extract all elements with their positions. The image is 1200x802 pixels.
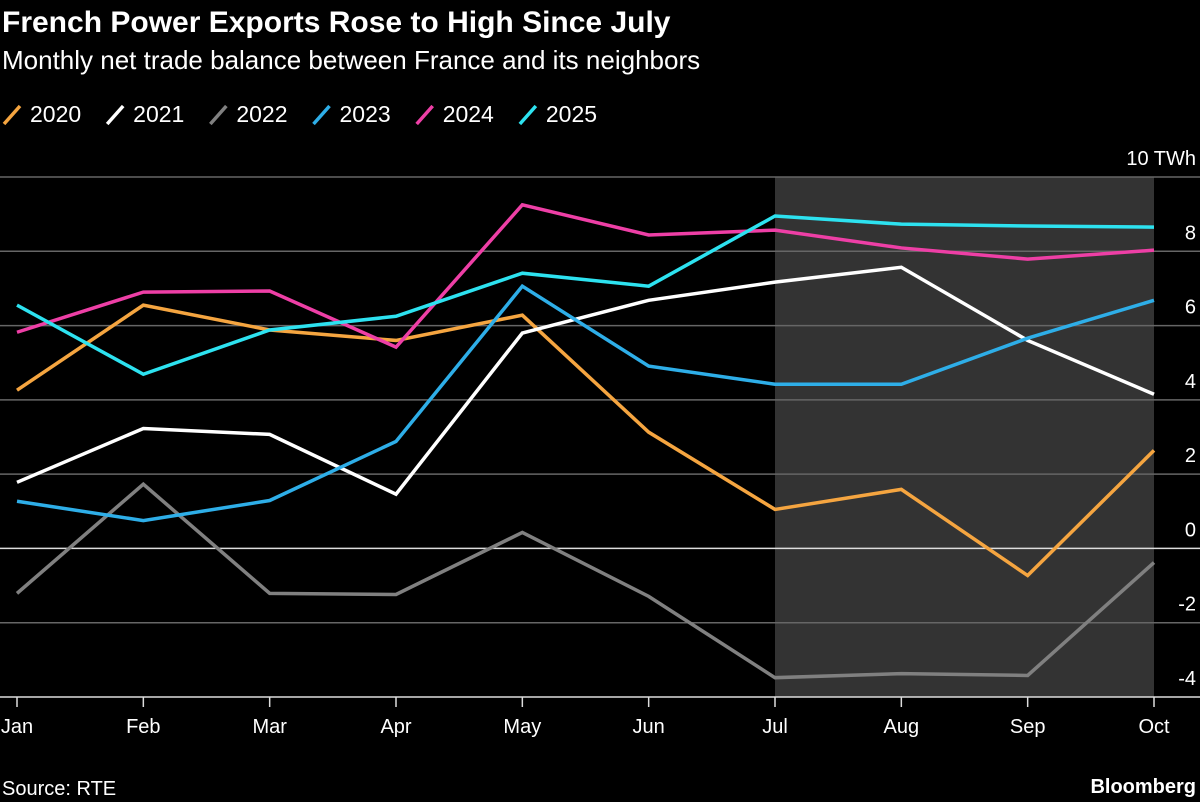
x-tick-label: May	[503, 716, 541, 738]
x-tick-label: Aug	[884, 716, 920, 738]
chart-title: French Power Exports Rose to High Since …	[2, 6, 671, 39]
x-tick-label: Sep	[1010, 716, 1046, 738]
x-tick-label: Jan	[1, 716, 33, 738]
series-line	[15, 481, 1156, 680]
source: Source: RTE	[2, 778, 116, 800]
legend-label: 2022	[236, 101, 287, 127]
y-tick-label: 6	[1185, 297, 1196, 319]
legend-label: 2020	[30, 101, 81, 127]
legend-swatch	[312, 104, 331, 126]
y-tick-label: 4	[1185, 371, 1196, 393]
y-tick-label: -4	[1178, 668, 1196, 690]
y-tick-label: 2	[1185, 445, 1196, 467]
series-line	[16, 214, 1155, 377]
shaded-region	[775, 177, 1154, 697]
legend-label: 2023	[340, 101, 391, 127]
chart-subtitle: Monthly net trade balance between France…	[2, 45, 700, 75]
legend-swatch	[2, 104, 22, 126]
x-tick-label: Mar	[252, 716, 287, 738]
y-tick-label: -2	[1178, 594, 1196, 616]
brand: Bloomberg	[1090, 776, 1196, 798]
x-tick-label: Jul	[762, 716, 788, 738]
legend-swatch	[209, 104, 228, 126]
series-line	[16, 202, 1155, 350]
series-line	[16, 283, 1155, 523]
legend-swatch	[518, 104, 538, 126]
legend-swatch	[415, 104, 434, 126]
legend-swatch	[105, 104, 125, 126]
x-tick-label: Apr	[380, 716, 411, 738]
legend-label: 2021	[133, 101, 184, 127]
x-tick-label: Oct	[1138, 716, 1170, 738]
legend-label: 2025	[546, 101, 597, 127]
legend-label: 2024	[443, 101, 494, 127]
x-tick-label: Jun	[633, 716, 665, 738]
x-tick-label: Feb	[126, 716, 160, 738]
y-tick-label: 8	[1185, 222, 1196, 244]
series-line	[16, 265, 1155, 497]
y-tick-label: 10 TWh	[1126, 148, 1196, 170]
series-line	[16, 303, 1156, 578]
y-tick-label: 0	[1185, 519, 1196, 541]
